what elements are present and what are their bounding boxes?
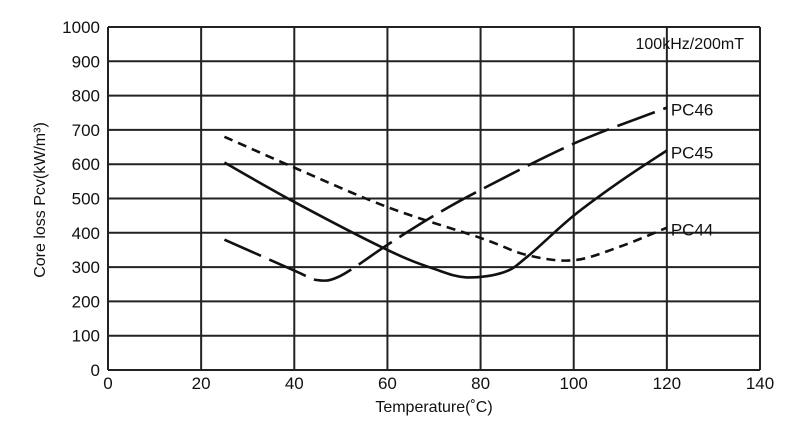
y-tick-label: 200 bbox=[72, 292, 100, 311]
x-tick-label: 100 bbox=[560, 374, 588, 393]
x-tick-label: 20 bbox=[192, 374, 211, 393]
x-ticks: 0 20 40 60 80 100 120 140 bbox=[103, 374, 774, 393]
y-tick-label: 400 bbox=[72, 224, 100, 243]
x-tick-label: 120 bbox=[653, 374, 681, 393]
y-tick-label: 900 bbox=[72, 52, 100, 71]
y-tick-label: 100 bbox=[72, 327, 100, 346]
y-tick-label: 700 bbox=[72, 121, 100, 140]
y-tick-label: 0 bbox=[91, 361, 100, 380]
y-ticks: 0 100 200 300 400 500 600 700 800 900 1000 bbox=[62, 18, 100, 380]
series-labels: PC46 PC45 PC44 bbox=[671, 101, 714, 240]
series-lines bbox=[223, 106, 668, 282]
series-label-pc46: PC46 bbox=[671, 101, 714, 120]
x-axis-label: Temperature(˚C) bbox=[375, 399, 492, 416]
x-tick-label: 60 bbox=[378, 374, 397, 393]
y-axis-label: Core loss Pcv(kW/m³) bbox=[32, 122, 49, 278]
y-tick-label: 600 bbox=[72, 155, 100, 174]
series-label-pc44: PC44 bbox=[671, 221, 714, 240]
x-tick-label: 0 bbox=[103, 374, 112, 393]
series-line-pc45 bbox=[223, 149, 668, 279]
x-tick-label: 80 bbox=[471, 374, 490, 393]
y-tick-label: 300 bbox=[72, 258, 100, 277]
series-line-pc46 bbox=[223, 106, 668, 282]
series-label-pc45: PC45 bbox=[671, 143, 714, 162]
x-tick-label: 40 bbox=[285, 374, 304, 393]
y-tick-label: 500 bbox=[72, 190, 100, 209]
x-tick-label: 140 bbox=[746, 374, 774, 393]
series-line-pc44 bbox=[223, 135, 668, 262]
y-tick-label: 800 bbox=[72, 87, 100, 106]
condition-annotation: 100kHz/200mT bbox=[636, 36, 745, 53]
y-tick-label: 1000 bbox=[62, 18, 100, 37]
grid bbox=[107, 26, 761, 371]
